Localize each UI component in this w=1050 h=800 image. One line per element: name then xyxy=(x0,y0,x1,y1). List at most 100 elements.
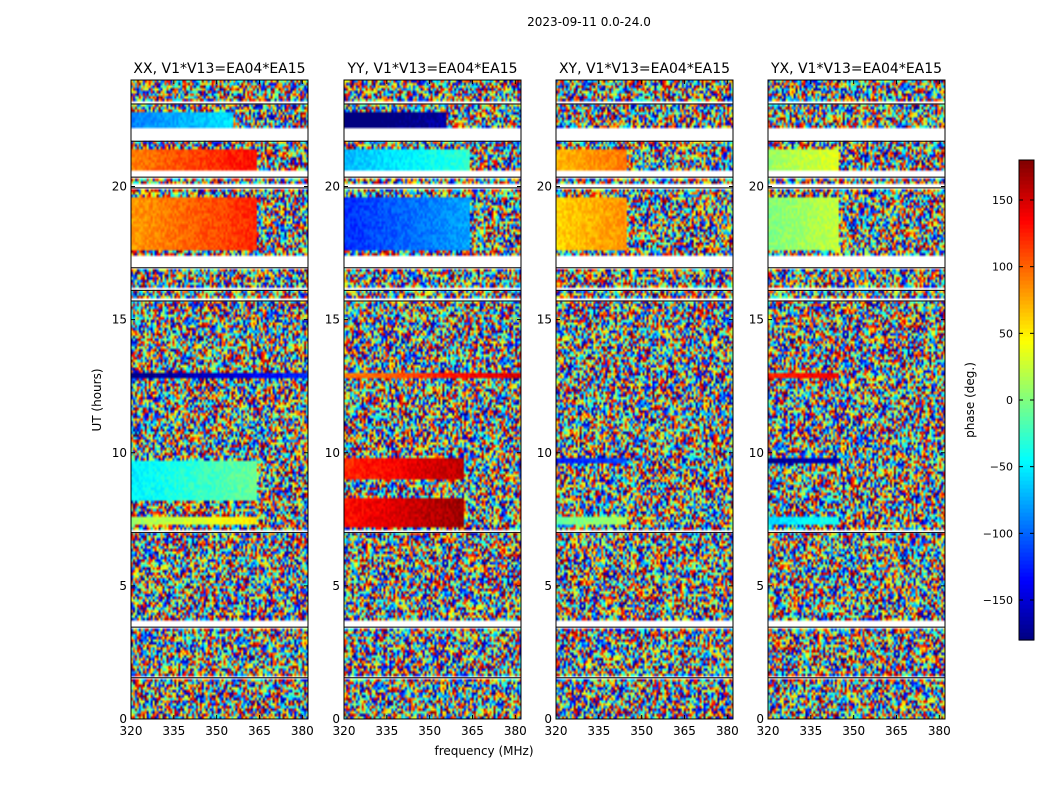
colorbar-tick-label: −150 xyxy=(983,594,1013,607)
panel-2-frame xyxy=(343,79,522,720)
panel-4-title: YX, V1*V13=EA04*EA15 xyxy=(770,61,942,77)
colorbar-segment xyxy=(1019,188,1034,193)
colorbar-segment xyxy=(1019,480,1034,485)
colorbar-segment xyxy=(1019,236,1034,241)
colorbar-segment xyxy=(1019,404,1034,409)
colorbar-segment xyxy=(1019,448,1034,453)
colorbar-segment xyxy=(1019,192,1034,197)
panel-4-frame xyxy=(767,79,946,720)
colorbar-segment xyxy=(1019,196,1034,201)
colorbar-segment xyxy=(1019,612,1034,617)
colorbar-segment xyxy=(1019,316,1034,321)
colorbar-segment xyxy=(1019,436,1034,441)
y-tick-label: 5 xyxy=(332,579,340,593)
colorbar-segment xyxy=(1019,224,1034,229)
colorbar-segment xyxy=(1019,380,1034,385)
colorbar-segment xyxy=(1019,588,1034,593)
x-tick-label: 320 xyxy=(333,724,356,738)
colorbar-segment xyxy=(1019,356,1034,361)
x-tick-label: 380 xyxy=(504,724,527,738)
colorbar-segment xyxy=(1019,164,1034,169)
panel-4: YX, V1*V13=EA04*EA15 320 335 350 365 380 0 5 10 1… xyxy=(749,61,951,738)
colorbar-segment xyxy=(1019,396,1034,401)
colorbar-segment xyxy=(1019,372,1034,377)
colorbar-segment xyxy=(1019,440,1034,445)
colorbar-segment xyxy=(1019,520,1034,525)
colorbar-segment xyxy=(1019,420,1034,425)
x-tick-label: 365 xyxy=(461,724,484,738)
colorbar-segment xyxy=(1019,304,1034,309)
colorbar-segment xyxy=(1019,180,1034,185)
colorbar-tick-label: 150 xyxy=(992,194,1013,207)
y-tick-label: 0 xyxy=(544,712,552,726)
colorbar-segment xyxy=(1019,364,1034,369)
colorbar-segment xyxy=(1019,336,1034,341)
colorbar-segment xyxy=(1019,584,1034,589)
colorbar-tick-label: −100 xyxy=(983,527,1013,540)
colorbar-segment xyxy=(1019,244,1034,249)
x-tick-label: 320 xyxy=(757,724,780,738)
colorbar-segment xyxy=(1019,248,1034,253)
colorbar-segment xyxy=(1019,312,1034,317)
colorbar-segment xyxy=(1019,240,1034,245)
x-tick-label: 350 xyxy=(842,724,865,738)
colorbar-segment xyxy=(1019,216,1034,221)
x-tick-label: 350 xyxy=(630,724,653,738)
panel-4-heatmap xyxy=(768,80,945,719)
colorbar: −150 −100 −50 0 50 100 150 xyxy=(983,159,1035,641)
colorbar-segment xyxy=(1019,388,1034,393)
colorbar-segment xyxy=(1019,276,1034,281)
panel-3: XY, V1*V13=EA04*EA15 320 335 350 365 380 0 5 10 1… xyxy=(537,61,739,738)
colorbar-segment xyxy=(1019,540,1034,545)
colorbar-segment xyxy=(1019,580,1034,585)
colorbar-segment xyxy=(1019,524,1034,529)
colorbar-segment xyxy=(1019,508,1034,513)
colorbar-segment xyxy=(1019,300,1034,305)
colorbar-segment xyxy=(1019,220,1034,225)
colorbar-segment xyxy=(1019,600,1034,605)
y-tick-label: 0 xyxy=(119,712,127,726)
colorbar-segment xyxy=(1019,444,1034,449)
colorbar-segment xyxy=(1019,592,1034,597)
colorbar-segment xyxy=(1019,400,1034,405)
y-tick-label: 15 xyxy=(325,313,340,327)
colorbar-segment xyxy=(1019,260,1034,265)
colorbar-segment xyxy=(1019,556,1034,561)
panels: XX, V1*V13=EA04*EA15 320 335 350 365 380 0 5 10 1… xyxy=(112,61,951,738)
colorbar-segment xyxy=(1019,552,1034,557)
y-tick-label: 10 xyxy=(325,446,340,460)
x-tick-label: 365 xyxy=(885,724,908,738)
colorbar-segment xyxy=(1019,576,1034,581)
colorbar-segment xyxy=(1019,516,1034,521)
colorbar-segment xyxy=(1019,456,1034,461)
y-tick-label: 5 xyxy=(544,579,552,593)
colorbar-segment xyxy=(1019,472,1034,477)
colorbar-segment xyxy=(1019,204,1034,209)
colorbar-segment xyxy=(1019,308,1034,313)
colorbar-segment xyxy=(1019,504,1034,509)
colorbar-segment xyxy=(1019,532,1034,537)
colorbar-tick-label: 0 xyxy=(1006,394,1013,407)
x-tick-label: 380 xyxy=(928,724,951,738)
colorbar-segment xyxy=(1019,616,1034,621)
colorbar-segment xyxy=(1019,572,1034,577)
x-tick-label: 365 xyxy=(248,724,271,738)
colorbar-segment xyxy=(1019,412,1034,417)
y-tick-label: 20 xyxy=(749,180,764,194)
y-tick-label: 20 xyxy=(537,180,552,194)
colorbar-segment xyxy=(1019,476,1034,481)
x-tick-label: 380 xyxy=(716,724,739,738)
colorbar-segment xyxy=(1019,208,1034,213)
colorbar-segment xyxy=(1019,620,1034,625)
colorbar-segment xyxy=(1019,468,1034,473)
colorbar-segment xyxy=(1019,228,1034,233)
colorbar-segment xyxy=(1019,348,1034,353)
colorbar-segment xyxy=(1019,176,1034,181)
colorbar-segment xyxy=(1019,432,1034,437)
colorbar-segment xyxy=(1019,320,1034,325)
colorbar-segment xyxy=(1019,564,1034,569)
colorbar-segment xyxy=(1019,172,1034,177)
x-tick-label: 335 xyxy=(375,724,398,738)
y-tick-label: 0 xyxy=(756,712,764,726)
colorbar-tick-label: −50 xyxy=(990,461,1013,474)
